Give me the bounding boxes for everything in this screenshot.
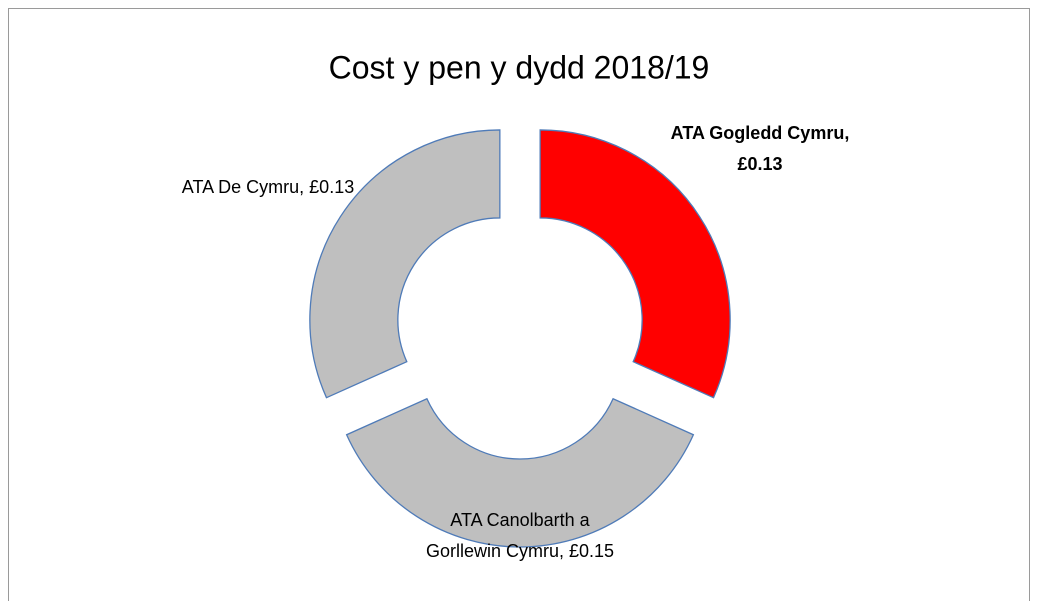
label-separator: , (558, 541, 564, 561)
label-category: ATA Canolbarth a Gorllewin Cymru (425, 510, 590, 561)
label-category: ATA De Cymru (181, 177, 300, 197)
label-value: £0.13 (309, 177, 355, 197)
label-category: ATA Gogledd Cymru (670, 123, 845, 143)
chart-title: Cost y pen y dydd 2018/19 (329, 49, 710, 85)
label-value: £0.13 (737, 154, 783, 174)
label-value: £0.15 (569, 541, 615, 561)
donut-segment (345, 397, 695, 548)
label-separator: , (844, 123, 850, 143)
data-label: ATA Canolbarth a Gorllewin Cymru, £0.15 (425, 505, 615, 567)
label-separator: , (299, 177, 305, 197)
donut-segment (539, 129, 731, 399)
chart-frame (8, 8, 1030, 601)
donut-segment (309, 129, 501, 399)
data-label: ATA De Cymru, £0.13 (173, 172, 363, 203)
data-label: ATA Gogledd Cymru, £0.13 (665, 118, 855, 180)
